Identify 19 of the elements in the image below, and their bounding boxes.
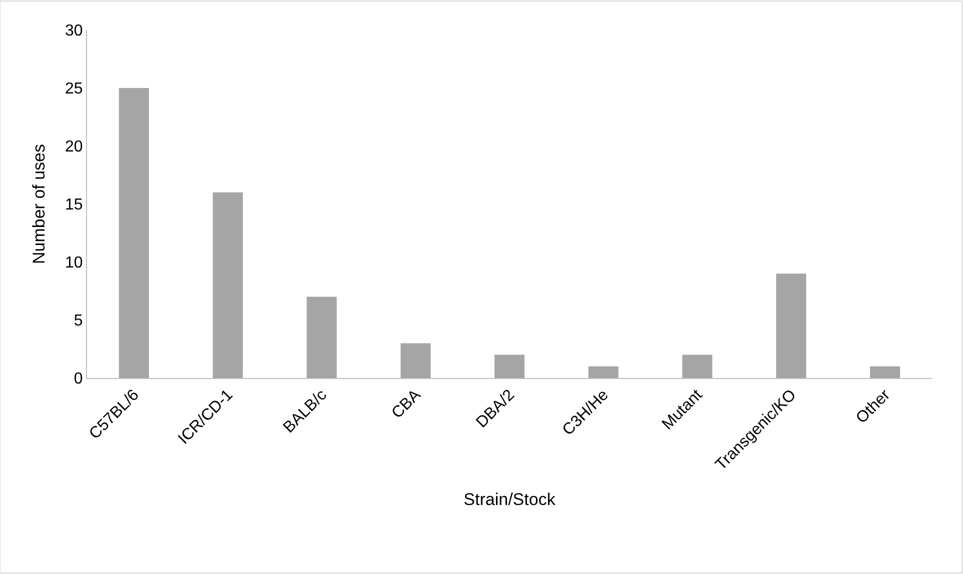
bar xyxy=(400,343,431,378)
y-tick-label: 20 xyxy=(65,138,83,156)
y-tick-label: 15 xyxy=(65,196,83,214)
bar xyxy=(870,366,900,378)
y-tick-label: 5 xyxy=(74,312,83,330)
bar xyxy=(306,296,337,378)
y-tick-label: 30 xyxy=(65,22,83,40)
bar xyxy=(212,192,243,378)
bar xyxy=(776,274,806,378)
y-tick-label: 0 xyxy=(74,370,83,388)
x-axis-title: Strain/Stock xyxy=(464,490,556,510)
x-tick-label: CBA xyxy=(388,386,424,422)
y-tick-label: 25 xyxy=(65,80,83,98)
y-axis-title: Number of uses xyxy=(30,144,49,264)
y-tick-label: 10 xyxy=(65,254,83,272)
bar xyxy=(118,88,149,378)
bar xyxy=(682,354,712,378)
bar xyxy=(588,366,618,378)
bar xyxy=(494,354,525,378)
